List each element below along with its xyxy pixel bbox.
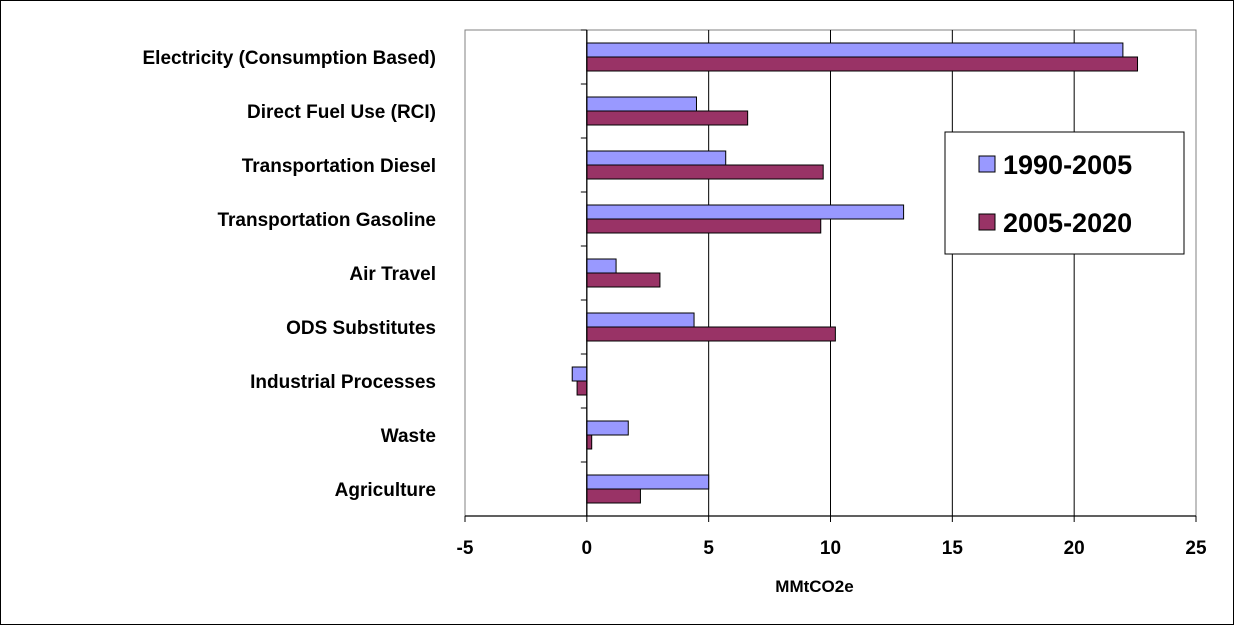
category-label: ODS Substitutes <box>286 318 436 339</box>
bar <box>586 474 710 490</box>
legend-label: 2005-2020 <box>1003 208 1132 238</box>
x-tick-label: 10 <box>820 538 841 559</box>
bar <box>586 204 905 220</box>
bar <box>586 326 836 342</box>
legend-swatch <box>978 213 996 231</box>
bar <box>586 164 824 180</box>
bar <box>576 380 588 396</box>
x-tick-label: 5 <box>703 538 714 559</box>
category-label: Waste <box>381 426 436 447</box>
bar <box>586 42 1124 58</box>
category-label: Transportation Gasoline <box>217 210 436 231</box>
category-label: Direct Fuel Use (RCI) <box>247 102 436 123</box>
bar <box>586 488 641 504</box>
bar <box>586 150 727 166</box>
x-tick-label: 20 <box>1064 538 1085 559</box>
bar <box>586 434 593 450</box>
x-axis-title: MMtCO2e <box>775 577 853 596</box>
bar <box>586 56 1139 72</box>
x-tick-label: -5 <box>457 538 474 559</box>
category-label: Electricity (Consumption Based) <box>143 48 437 69</box>
bar <box>586 110 749 126</box>
category-label: Air Travel <box>349 264 436 285</box>
x-tick-label: 25 <box>1185 538 1207 559</box>
bar <box>586 312 695 328</box>
bar <box>586 272 661 288</box>
bars <box>571 42 1139 504</box>
bar <box>586 96 697 112</box>
x-tick-label: 0 <box>582 538 593 559</box>
legend-swatch <box>978 155 996 173</box>
category-label: Transportation Diesel <box>242 156 436 177</box>
bar <box>571 366 588 382</box>
x-tick-label: 15 <box>942 538 964 559</box>
bar <box>586 258 617 274</box>
legend-box <box>944 131 1185 255</box>
legend-label: 1990-2005 <box>1003 150 1132 180</box>
bar <box>586 420 629 436</box>
axes <box>465 29 1196 517</box>
x-tick-labels: -5 0 5 10 15 20 25 <box>457 538 1207 559</box>
bar <box>586 218 822 234</box>
category-label: Industrial Processes <box>250 372 436 393</box>
category-labels: Electricity (Consumption Based) Direct Fu… <box>143 48 437 501</box>
category-label: Agriculture <box>335 480 436 501</box>
legend: 1990-2005 2005-2020 <box>944 131 1185 255</box>
